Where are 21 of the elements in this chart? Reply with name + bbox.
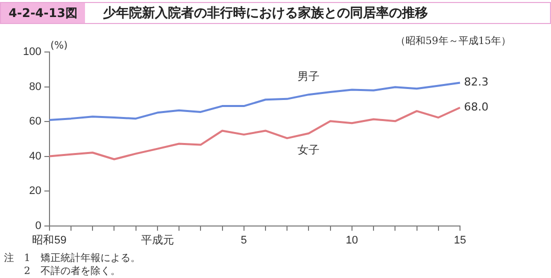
x-tick-label: 昭和59: [32, 233, 66, 246]
data-label: 82.3: [464, 76, 488, 89]
y-tick-label: 60: [29, 116, 42, 128]
y-tick-label: 40: [29, 150, 42, 162]
y-tick-label: 100: [22, 46, 42, 58]
x-tick-label: 15: [454, 234, 466, 246]
y-tick-label: 80: [29, 80, 42, 93]
y-tick-label: 0: [35, 220, 42, 232]
series-label: 男子: [298, 70, 320, 83]
chart-title: 少年院新入院者の非行時における家族との同居率の推移: [103, 4, 428, 22]
series-label: 女子: [298, 144, 320, 157]
x-tick-label: 10: [346, 234, 358, 246]
x-tick-label: 平成元: [140, 233, 174, 246]
y-axis-title: (%): [50, 40, 68, 52]
data-label: 68.0: [464, 100, 488, 114]
x-tick-label: 5: [240, 234, 247, 246]
text: 注 1 矯正統計年報による。: [4, 252, 140, 265]
text: 4-2-4-13図: [1, 3, 85, 23]
y-tick-label: 20: [29, 185, 42, 198]
text: 2 不詳の者を除く。: [23, 265, 122, 278]
chart-subtitle: （昭和59年～平成15年）: [396, 34, 511, 48]
